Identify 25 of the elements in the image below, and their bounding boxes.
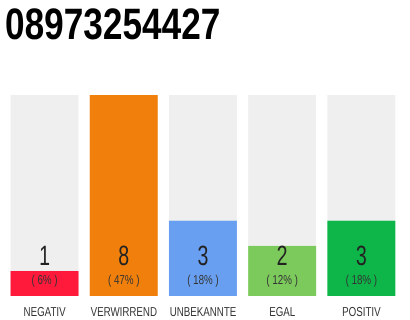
bar: [10, 270, 79, 296]
bar: [10, 95, 79, 271]
x-tick-label: NEGATIV: [24, 306, 66, 320]
annotation: ( 18% ): [187, 274, 219, 288]
bar: [168, 220, 237, 296]
x-tick-label: POSITIV: [342, 306, 381, 320]
data-label: 3: [356, 240, 367, 272]
bar: [168, 95, 237, 221]
bar: [327, 220, 396, 296]
bar: [327, 95, 396, 221]
data-label: 3: [197, 240, 208, 272]
annotation: ( 18% ): [346, 274, 378, 288]
x-tick-label: UNBEKANNTE: [170, 306, 237, 320]
x-tick-label: VERWIRREND: [90, 306, 158, 320]
bar: [90, 95, 158, 296]
bar: [248, 246, 316, 296]
data-label: 8: [118, 240, 130, 272]
data-label: 2: [276, 240, 288, 272]
bar: [248, 95, 316, 246]
chart-title: 08973254427: [5, 0, 220, 49]
annotation: ( 12% ): [266, 274, 298, 288]
data-label: 1: [39, 240, 50, 272]
annotation: ( 47% ): [108, 274, 140, 288]
x-tick-label: EGAL: [269, 306, 296, 320]
annotation: ( 6% ): [32, 274, 58, 288]
